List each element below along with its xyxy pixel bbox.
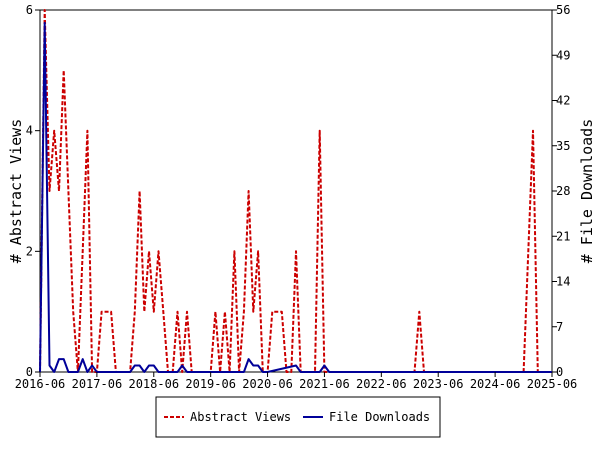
right-y-tick-label: 14 [556,275,570,289]
x-tick-label: 2021-06 [299,377,350,391]
left-y-tick-label: 0 [26,365,33,379]
series-line-file-downloads [39,21,552,373]
left-y-axis: 0 2 4 6 [26,3,40,379]
legend: Abstract Views File Downloads [155,396,441,438]
legend-label-abstract-views: Abstract Views [190,410,291,424]
left-y-tick-label: 6 [26,3,33,17]
x-axis: 2016-06 2017-06 2018-06 2019-06 2020-06 2021-… [15,372,578,391]
right-y-tick-label: 28 [556,184,570,198]
left-axis-label: # Abstract Views [7,119,25,264]
left-y-tick-label: 2 [26,244,33,258]
series-line-abstract-views [39,9,552,373]
x-tick-label: 2020-06 [242,377,293,391]
right-y-tick-label: 56 [556,3,570,17]
right-axis-label: # File Downloads [578,119,596,264]
plot-area [39,9,553,373]
right-y-tick-label: 49 [556,48,570,62]
x-tick-label: 2025-06 [527,377,578,391]
x-tick-label: 2019-06 [185,377,236,391]
x-tick-label: 2023-06 [413,377,464,391]
left-y-tick-label: 4 [26,124,33,138]
x-tick-label: 2017-06 [72,377,123,391]
right-y-tick-label: 35 [556,139,570,153]
right-y-tick-label: 7 [556,320,563,334]
right-y-tick-label: 21 [556,229,570,243]
x-tick-label: 2016-06 [15,377,66,391]
right-y-axis: 0 7 14 21 28 35 42 49 56 [552,3,570,379]
right-y-tick-label: 42 [556,94,570,108]
x-tick-label: 2022-06 [356,377,407,391]
series-layer [39,9,552,373]
legend-label-file-downloads: File Downloads [329,410,430,424]
right-y-tick-label: 0 [556,365,563,379]
x-tick-label: 2018-06 [128,377,179,391]
x-tick-label: 2024-06 [470,377,521,391]
legend-box [155,396,441,438]
